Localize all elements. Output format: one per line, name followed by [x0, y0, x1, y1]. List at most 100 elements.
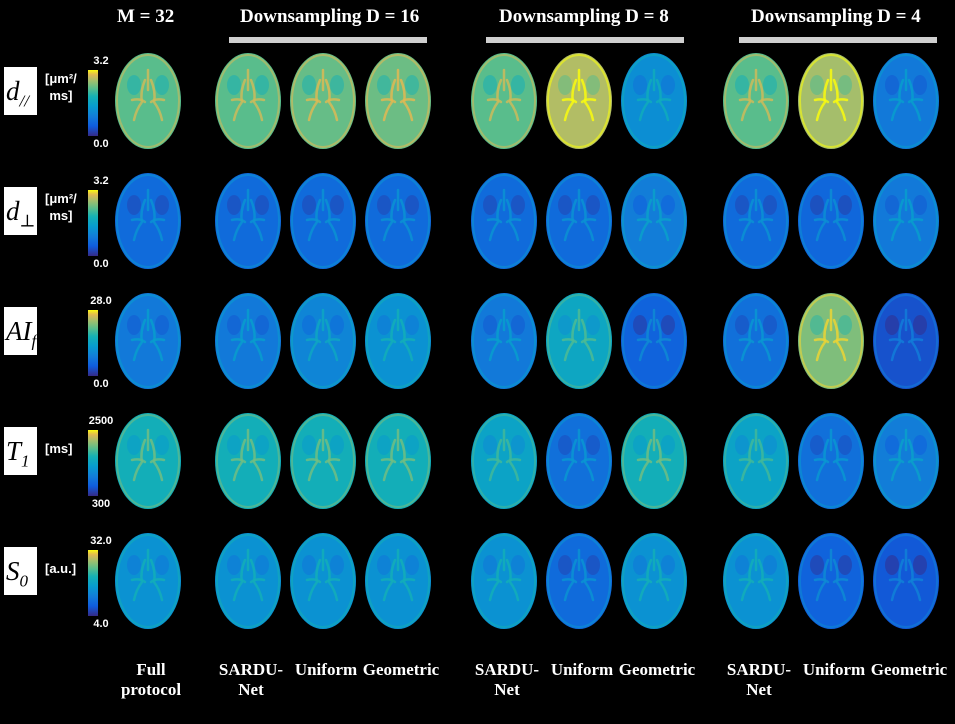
brain-map: [290, 293, 356, 389]
brain-map: [723, 53, 789, 149]
column-label-line: Uniform: [294, 660, 358, 679]
brain-map: [115, 173, 181, 269]
parameter-symbol: d: [6, 196, 20, 226]
column-label: Uniform: [287, 660, 365, 680]
column-label-line: Net: [238, 680, 264, 699]
brain-map: [798, 533, 864, 629]
unit-label: [ms]: [45, 440, 72, 457]
parameter-symbol: AI: [6, 316, 32, 346]
column-label-line: Full: [136, 660, 166, 679]
colorbar: [88, 70, 98, 136]
parameter-label: T1: [4, 427, 37, 475]
column-label-line: Geometric: [362, 660, 440, 679]
header-d8-bar: [486, 37, 684, 43]
brain-map: [290, 53, 356, 149]
brain-map: [798, 413, 864, 509]
brain-map: [115, 413, 181, 509]
parameter-subscript: //: [19, 91, 29, 111]
brain-map: [798, 293, 864, 389]
brain-map: [471, 533, 537, 629]
brain-map: [873, 413, 939, 509]
colorbar-min-label: 0.0: [93, 258, 109, 270]
parameter-label: AIf: [4, 307, 37, 355]
brain-map: [546, 413, 612, 509]
brain-map: [471, 413, 537, 509]
brain-map: [723, 293, 789, 389]
brain-map: [621, 173, 687, 269]
colorbar-min-label: 0.0: [93, 138, 109, 150]
brain-map: [290, 413, 356, 509]
parameter-subscript: f: [31, 331, 37, 351]
column-label: Geometric: [618, 660, 696, 680]
brain-map: [365, 293, 431, 389]
unit-line: [μm²/: [45, 71, 77, 86]
brain-map: [365, 413, 431, 509]
column-label: Full protocol: [112, 660, 190, 700]
colorbar: [88, 430, 98, 496]
parameter-label: d⊥: [4, 187, 37, 235]
colorbar-max-label: 3.2: [93, 175, 109, 187]
colorbar-max-label: 32.0: [90, 535, 112, 547]
parameter-symbol: d: [6, 76, 20, 106]
column-label-line: Uniform: [550, 660, 614, 679]
header-m32: M = 32: [117, 6, 175, 27]
brain-map: [798, 173, 864, 269]
colorbar: [88, 550, 98, 616]
colorbar: [88, 190, 98, 256]
header-d4: Downsampling D = 4: [751, 6, 921, 27]
brain-map: [215, 173, 281, 269]
brain-map: [115, 53, 181, 149]
brain-map: [290, 173, 356, 269]
colorbar-min-label: 300: [91, 498, 111, 510]
brain-map: [873, 293, 939, 389]
header-d16-bar: [229, 37, 427, 43]
brain-map: [873, 173, 939, 269]
parameter-subscript: 0: [19, 571, 29, 591]
unit-line: ms]: [49, 88, 73, 103]
brain-map: [621, 53, 687, 149]
parameter-symbol: T: [6, 436, 22, 466]
brain-map: [546, 173, 612, 269]
column-label-line: Geometric: [870, 660, 948, 679]
column-label-line: SARDU-: [218, 660, 284, 679]
brain-map: [621, 533, 687, 629]
parameter-label: d//: [4, 67, 37, 115]
unit-label: [μm²/ms]: [45, 70, 77, 104]
colorbar-min-label: 0.0: [93, 378, 109, 390]
column-label-line: Uniform: [802, 660, 866, 679]
column-label-line: SARDU-: [474, 660, 540, 679]
brain-map: [546, 293, 612, 389]
brain-map: [471, 293, 537, 389]
brain-map: [546, 53, 612, 149]
brain-map: [215, 413, 281, 509]
column-label-line: protocol: [120, 680, 182, 699]
brain-map: [115, 533, 181, 629]
brain-map: [115, 293, 181, 389]
brain-map: [290, 533, 356, 629]
brain-map: [471, 53, 537, 149]
colorbar-max-label: 2500: [88, 415, 114, 427]
brain-map: [621, 413, 687, 509]
brain-map: [723, 413, 789, 509]
brain-map: [471, 173, 537, 269]
header-d8: Downsampling D = 8: [499, 6, 669, 27]
column-label-line: SARDU-: [726, 660, 792, 679]
brain-map: [215, 533, 281, 629]
unit-label: [a.u.]: [45, 560, 76, 577]
column-label: Geometric: [870, 660, 948, 680]
header-d4-bar: [739, 37, 937, 43]
unit-line: [ms]: [45, 441, 73, 456]
brain-map: [365, 53, 431, 149]
parameter-label: S0: [4, 547, 37, 595]
brain-map: [723, 173, 789, 269]
unit-label: [μm²/ms]: [45, 190, 77, 224]
brain-map: [546, 533, 612, 629]
colorbar-max-label: 28.0: [90, 295, 112, 307]
column-label: SARDU- Net: [212, 660, 290, 700]
brain-map: [365, 533, 431, 629]
unit-line: [μm²/: [45, 191, 77, 206]
colorbar-min-label: 4.0: [93, 618, 109, 630]
parameter-symbol: S: [6, 556, 20, 586]
column-label-line: Net: [494, 680, 520, 699]
column-label-line: Net: [746, 680, 772, 699]
